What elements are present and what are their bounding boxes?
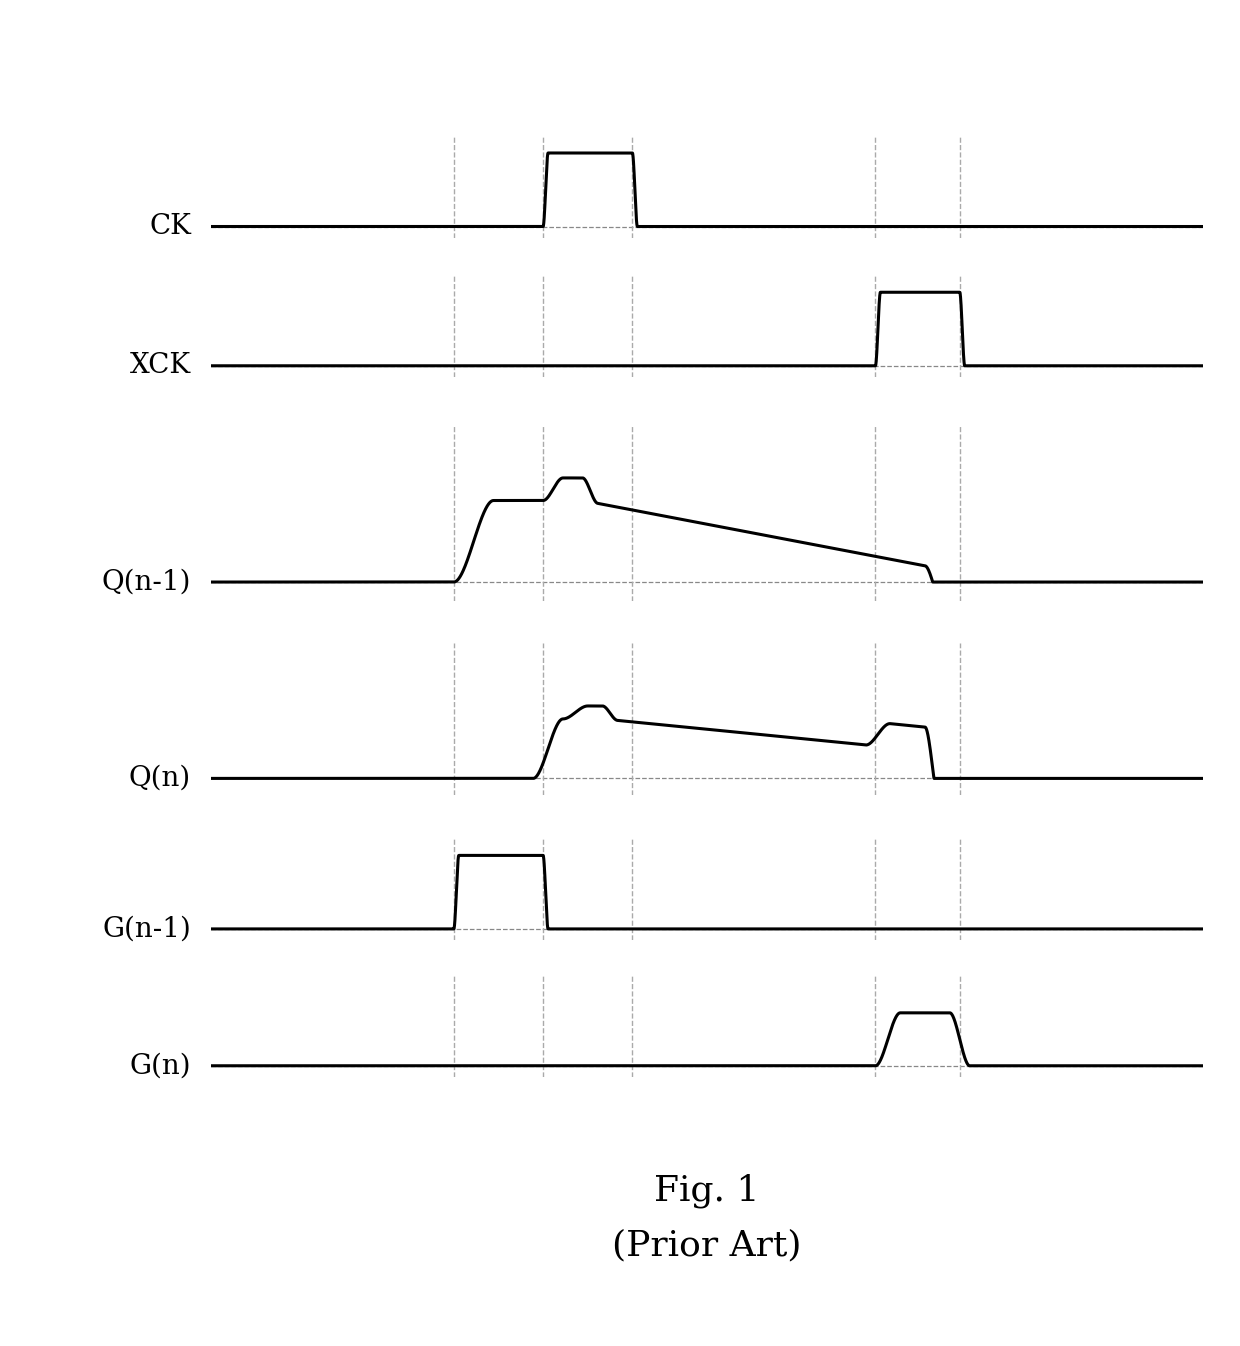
- Text: Fig. 1: Fig. 1: [653, 1174, 760, 1209]
- Text: Q(n): Q(n): [129, 765, 191, 791]
- Text: CK: CK: [149, 213, 191, 240]
- Text: XCK: XCK: [130, 353, 191, 380]
- Text: (Prior Art): (Prior Art): [613, 1228, 801, 1263]
- Text: G(n-1): G(n-1): [102, 915, 191, 942]
- Text: Q(n-1): Q(n-1): [102, 568, 191, 595]
- Text: G(n): G(n): [129, 1053, 191, 1079]
